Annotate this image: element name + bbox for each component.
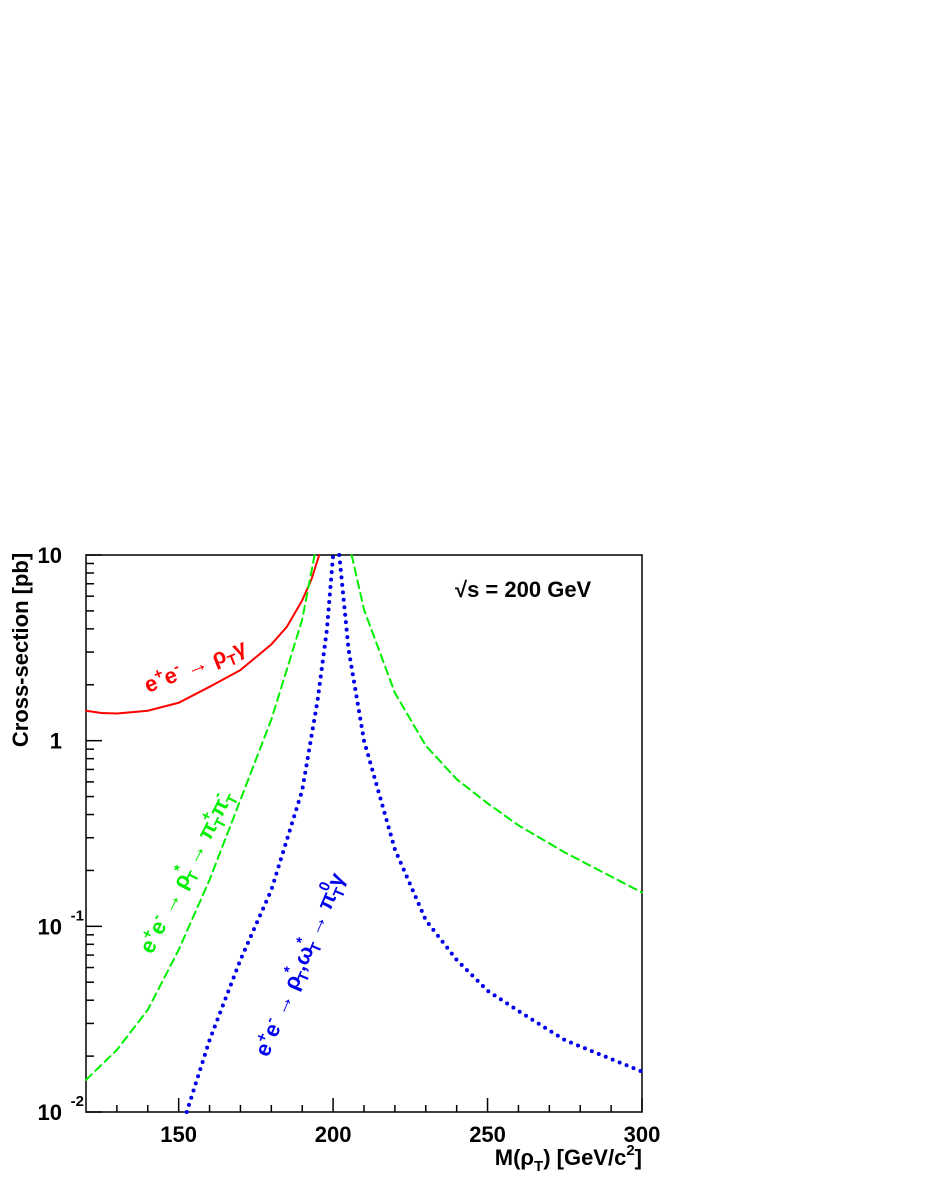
label-part: M(ρ [495,1145,534,1170]
annotation: e+e- → ρ*T,ω*T → π0Tγ [247,867,355,1062]
y-tick-label-base: 10 [38,914,62,939]
annotation-text: e+e- → ρ*T → π+Tπ-T [132,785,243,960]
x-tick-label: 300 [624,1122,661,1147]
y-tick-label-base: 10 [38,1100,62,1125]
annotation-text: e+e- → ρTγ [140,632,252,702]
label-part: 2 [626,1142,634,1159]
annotation: e+e- → ρ*T → π+Tπ-T [132,785,243,960]
series-line [184,553,644,1114]
annotation: √s = 200 GeV [455,577,592,602]
x-tick-label: 200 [315,1122,352,1147]
y-tick-label: 10 -1 [38,907,84,939]
y-axis-label: Cross-section [pb] [8,553,33,747]
x-tick-label: 250 [469,1122,506,1147]
plot-frame [85,554,643,1113]
y-tick-label: 1 [50,729,62,754]
y-tick-label-exponent: -2 [71,1093,84,1110]
annotation: e+e- → ρTγ [140,632,252,702]
y-tick-label-exponent: -1 [71,907,84,924]
x-tick-label: 150 [160,1122,197,1147]
label-part: ) [GeV/c [543,1145,626,1170]
annotation-part: - [171,658,182,676]
y-tick-label: 10 -2 [38,1093,84,1125]
series-line [85,554,643,1081]
annotation-part: - [261,1014,279,1025]
label-part: T [534,1158,543,1175]
annotation-text: e+e- → ρ*T,ω*T → π0Tγ [247,867,355,1062]
series-line [85,554,321,715]
y-tick-label: 10 [38,543,62,568]
annotation-part: → ρ [176,642,230,683]
label-part: ] [635,1145,642,1170]
x-axis-label: M(ρT) [GeV/c2] [495,1142,642,1175]
annotation-part: √s = 200 GeV [455,577,592,602]
